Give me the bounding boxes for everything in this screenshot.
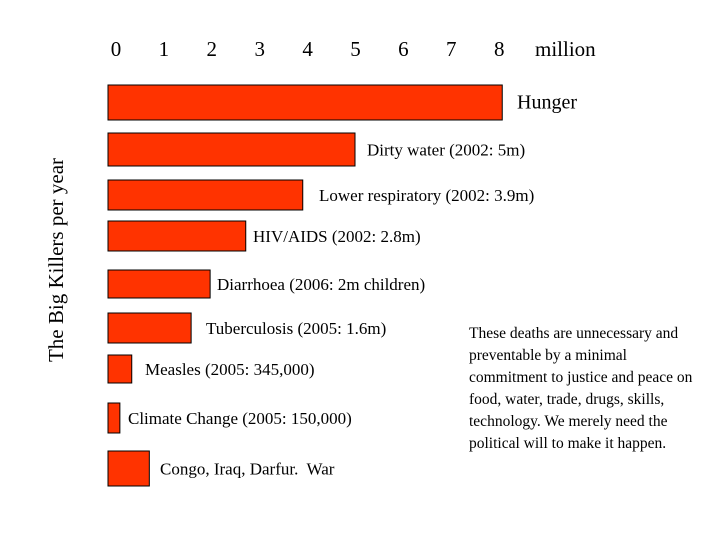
- bar: [107, 220, 247, 252]
- bar: [107, 354, 133, 384]
- bar: [107, 450, 150, 487]
- bar: [107, 132, 356, 167]
- bar-label: HIV/AIDS (2002: 2.8m): [253, 227, 421, 246]
- y-axis-label: The Big Killers per year: [44, 158, 68, 362]
- bars: [107, 84, 503, 487]
- x-tick-label: 6: [398, 37, 409, 61]
- bar-label: Dirty water (2002: 5m): [367, 141, 525, 160]
- bar-labels: Hunger Dirty water (2002: 5m) Lower respir…: [128, 92, 577, 479]
- bar: [107, 402, 121, 434]
- bar-label: Diarrhoea (2006: 2m children): [217, 275, 425, 294]
- x-axis-ticks: 0 1 2 3 4 5 6 7 8: [111, 37, 505, 61]
- bar: [107, 179, 304, 211]
- x-tick-label: 4: [302, 37, 313, 61]
- bar-label: Hunger: [517, 92, 577, 114]
- bar: [107, 84, 503, 121]
- bar: [107, 269, 211, 299]
- bar-label: Tuberculosis (2005: 1.6m): [206, 319, 386, 338]
- bar-label: Climate Change (2005: 150,000): [128, 409, 352, 428]
- bar-label: Congo, Iraq, Darfur. War: [160, 460, 335, 479]
- x-tick-label: 1: [159, 37, 170, 61]
- bar-label: Lower respiratory (2002: 3.9m): [319, 186, 534, 205]
- bar: [107, 312, 192, 344]
- x-tick-label: 0: [111, 37, 122, 61]
- x-tick-label: 5: [350, 37, 361, 61]
- x-tick-label: 2: [207, 37, 218, 61]
- annotation-note: These deaths are unnecessary and prevent…: [469, 325, 693, 452]
- x-tick-label: 7: [446, 37, 457, 61]
- bar-label: Measles (2005: 345,000): [145, 360, 315, 379]
- x-tick-label: 3: [254, 37, 265, 61]
- x-tick-label: 8: [494, 37, 505, 61]
- x-axis-unit-label: million: [535, 37, 596, 61]
